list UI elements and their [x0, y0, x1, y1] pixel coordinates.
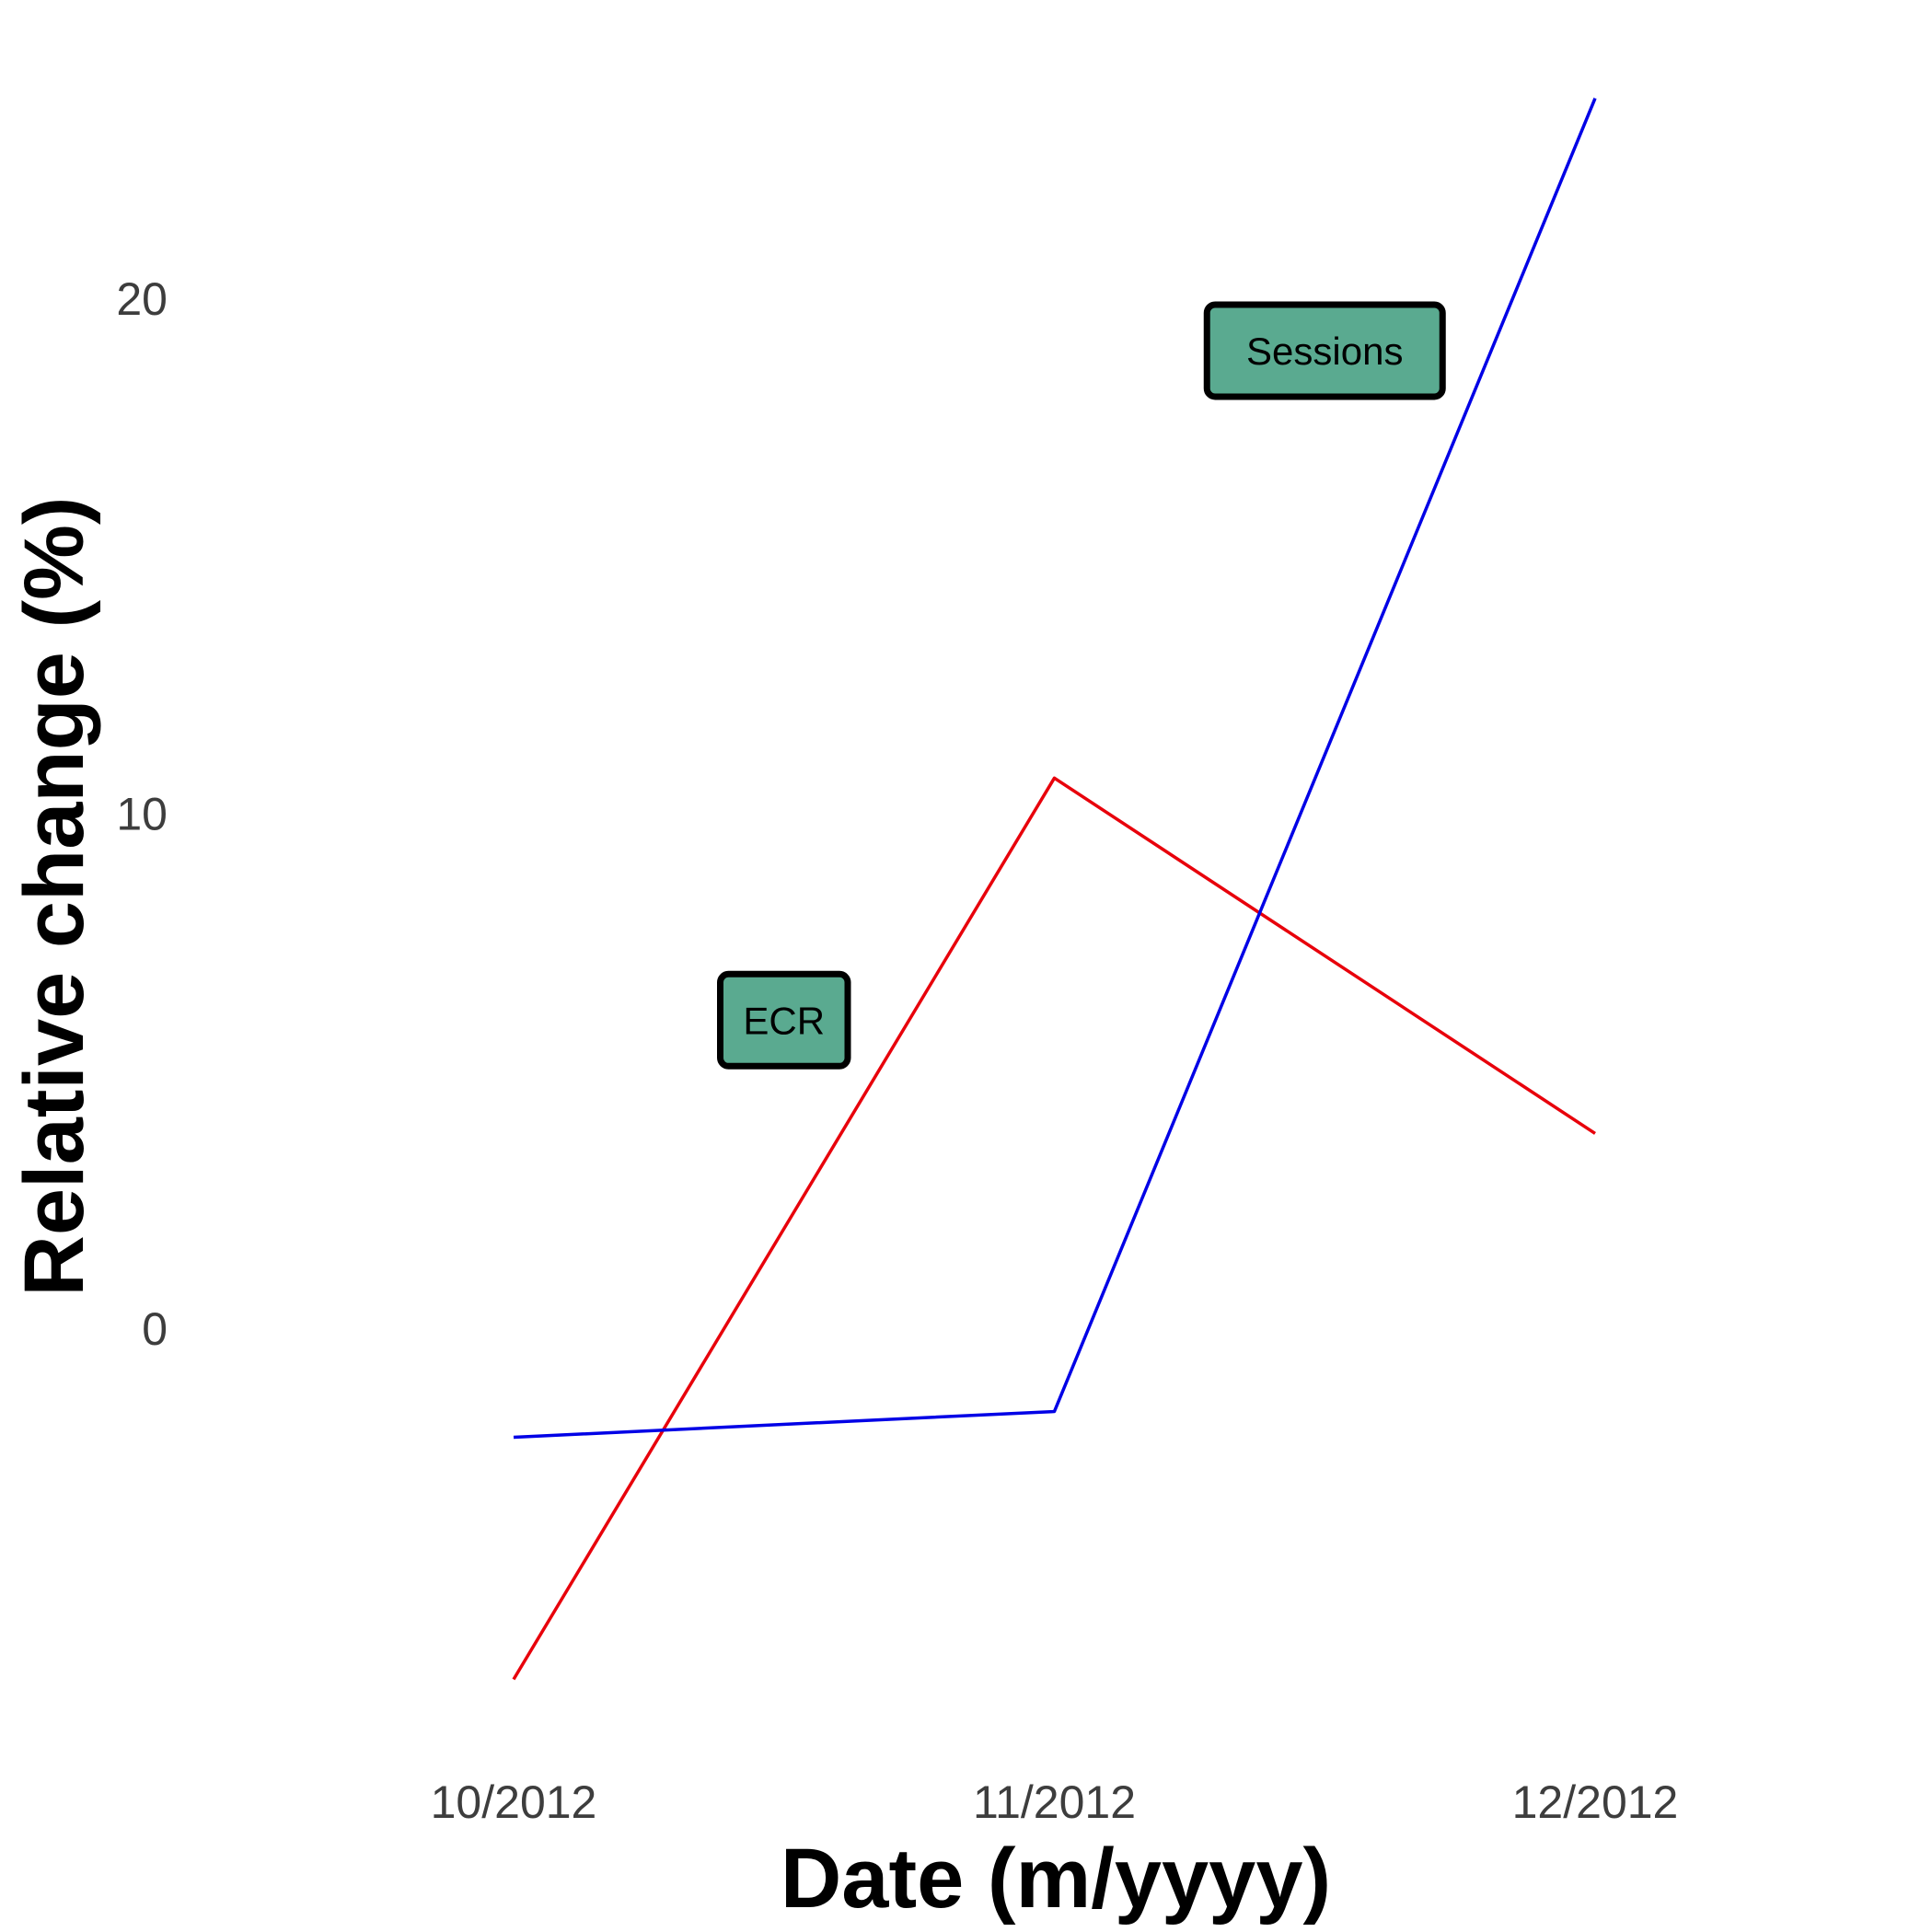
x-tick-label: 12/2012 — [1512, 1776, 1679, 1828]
y-tick-label: 20 — [116, 273, 168, 325]
annotation-layer: ECR Sessions — [717, 301, 1446, 1070]
x-tick-label: 10/2012 — [431, 1776, 597, 1828]
y-tick-label: 10 — [116, 789, 168, 840]
y-tick-label: 0 — [142, 1303, 168, 1355]
callout-label: Sessions — [1246, 330, 1403, 373]
series-line-ecr — [512, 776, 1596, 1681]
y-axis-ticks: 0 10 20 — [116, 273, 168, 1355]
x-axis-title: Date (m/yyyy) — [781, 1832, 1331, 1926]
y-axis-title: Relative change (%) — [7, 496, 101, 1296]
callout-box — [717, 970, 851, 1070]
x-tick-label: 11/2012 — [973, 1776, 1136, 1828]
series-layer — [512, 98, 1597, 1681]
callout-sessions: Sessions — [1203, 301, 1446, 400]
series-line-sessions — [513, 98, 1597, 1440]
x-axis-ticks: 10/2012 11/2012 12/2012 — [431, 1776, 1679, 1828]
callout-label: ECR — [743, 999, 825, 1042]
callout-ecr: ECR — [717, 970, 851, 1070]
callout-box — [1203, 301, 1446, 400]
